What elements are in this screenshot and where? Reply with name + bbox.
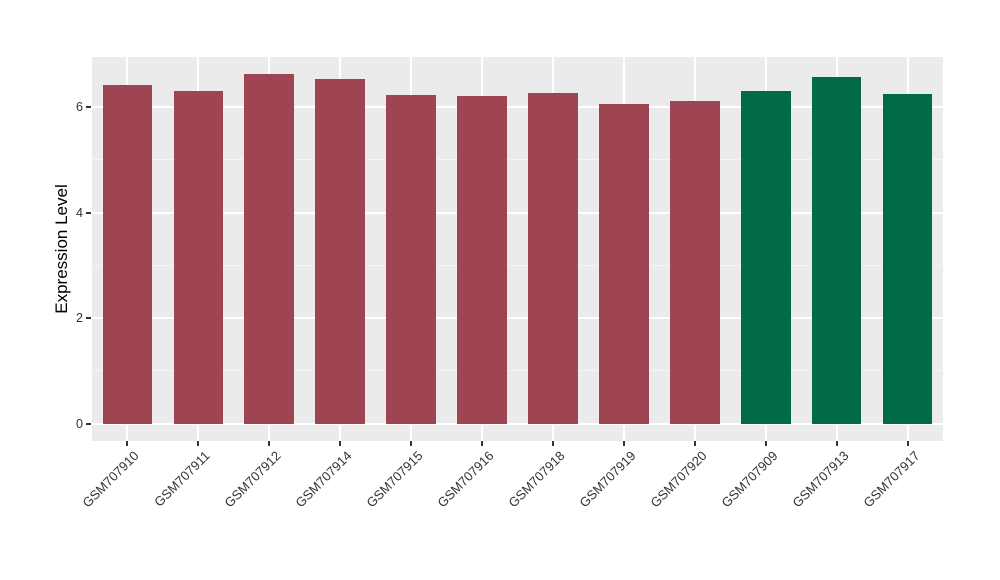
bar-GSM707914 — [315, 78, 366, 424]
gridline-major — [92, 422, 943, 425]
x-tick-mark — [268, 441, 271, 446]
x-tick-mark — [764, 441, 767, 446]
x-tick-mark — [693, 441, 696, 446]
x-tick-label-GSM707911: GSM707911 — [151, 448, 213, 510]
x-tick-mark — [481, 441, 484, 446]
x-tick-label-GSM707914: GSM707914 — [292, 448, 355, 511]
x-tick-label-GSM707920: GSM707920 — [647, 448, 710, 511]
bar-GSM707920 — [669, 100, 720, 424]
y-tick-label: 6 — [76, 100, 83, 115]
x-tick-label-GSM707916: GSM707916 — [434, 448, 497, 511]
y-tick-mark — [86, 422, 91, 425]
y-tick-label: 0 — [76, 416, 83, 431]
bar-GSM707919 — [599, 103, 649, 424]
x-tick-label-GSM707909: GSM707909 — [718, 448, 781, 511]
plot-panel — [92, 57, 943, 441]
y-tick-mark — [86, 106, 91, 109]
gridline-major — [92, 106, 943, 109]
x-tick-mark — [551, 441, 554, 446]
x-tick-label-GSM707918: GSM707918 — [505, 448, 568, 511]
gridline-minor — [92, 370, 943, 372]
x-tick-mark — [906, 441, 909, 446]
y-tick-mark — [86, 211, 91, 214]
bar-GSM707910 — [102, 85, 153, 424]
x-tick-label-GSM707919: GSM707919 — [576, 448, 639, 511]
bar-GSM707918 — [528, 92, 578, 424]
x-tick-mark — [126, 441, 129, 446]
x-tick-label-GSM707913: GSM707913 — [789, 448, 852, 511]
x-tick-mark — [197, 441, 200, 446]
x-tick-mark — [410, 441, 413, 446]
gridline-major — [92, 211, 943, 214]
bar-GSM707912 — [244, 74, 295, 424]
bar-GSM707909 — [740, 91, 791, 424]
y-tick-mark — [86, 317, 91, 320]
x-tick-label-GSM707910: GSM707910 — [79, 448, 143, 511]
bar-GSM707917 — [882, 93, 933, 424]
gridline-major — [92, 317, 943, 320]
bar-GSM707911 — [173, 90, 224, 424]
x-tick-mark — [339, 441, 342, 446]
x-tick-label-GSM707912: GSM707912 — [221, 448, 284, 511]
x-tick-mark — [622, 441, 625, 446]
x-tick-mark — [835, 441, 838, 446]
y-tick-label: 2 — [76, 311, 83, 326]
bar-GSM707913 — [811, 76, 862, 424]
x-tick-label-GSM707915: GSM707915 — [363, 448, 426, 511]
gridline-minor — [92, 159, 943, 161]
bar-GSM707915 — [386, 94, 436, 424]
x-tick-label-GSM707917: GSM707917 — [859, 448, 923, 511]
bar-GSM707916 — [457, 95, 507, 424]
gridline-minor — [92, 264, 943, 266]
y-tick-label: 4 — [76, 205, 83, 220]
